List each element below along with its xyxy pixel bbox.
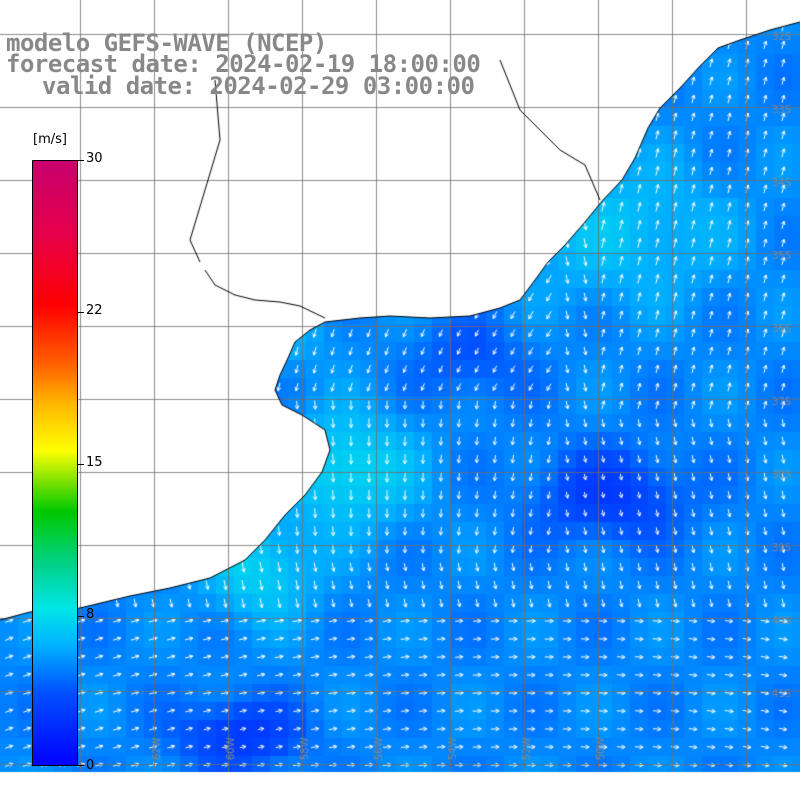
colorbar-tick-mark	[78, 616, 84, 617]
valid-date: valid date: 2024-02-29 03:00:00	[42, 72, 475, 100]
colorbar-tick-mark	[78, 765, 84, 766]
colorbar-tick-mark	[78, 312, 84, 313]
colorbar-tick-label: 30	[86, 151, 103, 166]
colorbar-tick-mark	[78, 464, 84, 465]
forecast-date: forecast date: 2024-02-19 18:00:00	[6, 50, 481, 78]
colorbar-tick-label: 22	[86, 303, 103, 318]
colorbar-tick-label: 0	[86, 758, 95, 773]
colorbar-tick-label: 15	[86, 455, 103, 470]
colorbar-tick-label: 8	[86, 607, 95, 622]
colorbar-tick-mark	[78, 160, 84, 161]
colorbar	[32, 160, 78, 766]
model-title: modelo GEFS-WAVE (NCEP)	[6, 29, 327, 57]
colorbar-units: [m/s]	[33, 132, 67, 147]
